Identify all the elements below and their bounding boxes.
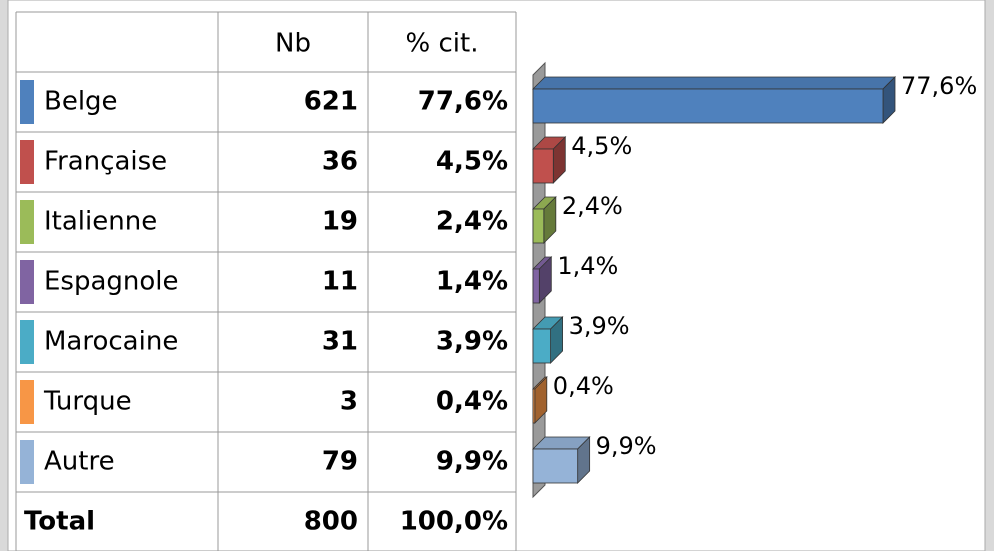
count: 31	[322, 327, 358, 357]
category-label: Espagnole	[44, 267, 179, 297]
bar-top	[532, 76, 896, 90]
percent: 1,4%	[436, 267, 508, 297]
count: 36	[322, 147, 358, 177]
category-label: Française	[44, 147, 167, 177]
value-label: 77,6%	[901, 72, 977, 100]
bar	[532, 268, 540, 304]
swatch	[20, 320, 34, 364]
category-label: Marocaine	[44, 327, 178, 357]
percent: 2,4%	[436, 207, 508, 237]
percent: 77,6%	[418, 87, 508, 117]
value-label: 3,9%	[569, 312, 630, 340]
total-label: Total	[24, 507, 95, 537]
swatch	[20, 260, 34, 304]
swatch	[20, 200, 34, 244]
percent: 3,9%	[436, 327, 508, 357]
bar	[532, 88, 884, 124]
category-label: Belge	[44, 87, 118, 117]
percent: 0,4%	[436, 387, 508, 417]
category-label: Turque	[43, 387, 132, 417]
total-count: 800	[304, 507, 358, 537]
column-header: % cit.	[406, 29, 479, 59]
count: 11	[322, 267, 358, 297]
total-percent: 100,0%	[400, 507, 508, 537]
swatch	[20, 440, 34, 484]
value-label: 0,4%	[553, 372, 614, 400]
percent: 9,9%	[436, 447, 508, 477]
bar	[532, 148, 554, 184]
bar	[532, 448, 579, 484]
count: 3	[340, 387, 358, 417]
category-label: Autre	[44, 447, 115, 477]
percent: 4,5%	[436, 147, 508, 177]
swatch	[20, 140, 34, 184]
value-label: 2,4%	[562, 192, 623, 220]
category-label: Italienne	[44, 207, 157, 237]
bar	[532, 388, 536, 424]
value-label: 1,4%	[557, 252, 618, 280]
bar	[532, 328, 551, 364]
count: 621	[304, 87, 358, 117]
value-label: 9,9%	[596, 432, 657, 460]
count: 19	[322, 207, 358, 237]
swatch	[20, 80, 34, 124]
column-header: Nb	[275, 29, 311, 59]
bar	[532, 208, 545, 244]
swatch	[20, 380, 34, 424]
count: 79	[322, 447, 358, 477]
value-label: 4,5%	[571, 132, 632, 160]
